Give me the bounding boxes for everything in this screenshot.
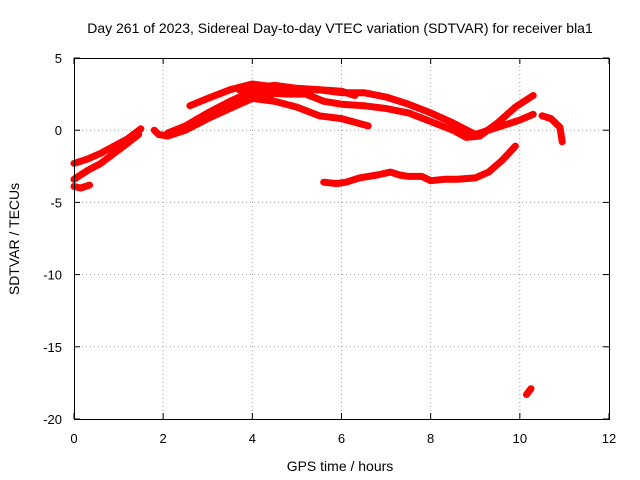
series-track-11 [523, 385, 535, 398]
series-track-9 [320, 142, 519, 188]
series-track-3 [70, 181, 94, 192]
x-tick-label: 6 [338, 431, 345, 446]
grid-layer [74, 58, 609, 419]
series-layer [70, 80, 566, 398]
y-tick-label: -10 [43, 268, 62, 283]
chart-title: Day 261 of 2023, Sidereal Day-to-day VTE… [87, 20, 593, 36]
y-tick-label: 0 [55, 123, 62, 138]
x-tick-label: 0 [70, 431, 77, 446]
y-tick-label: -20 [43, 412, 62, 427]
series-track-7 [235, 86, 537, 141]
tick-layer [73, 57, 610, 420]
y-tick-label: -5 [50, 195, 62, 210]
y-tick-label: 5 [55, 51, 62, 66]
x-tick-label: 4 [249, 431, 256, 446]
series-track-10 [538, 112, 566, 146]
y-axis-label: SDTVAR / TECUs [6, 183, 22, 295]
x-axis-label: GPS time / hours [287, 458, 394, 474]
tick-label-layer: 0 2 4 6 8 10 12 -20 -15 -10 -5 0 5 [43, 51, 616, 446]
series-track-8 [248, 81, 359, 99]
x-tick-label: 10 [513, 431, 527, 446]
series-track-2 [70, 131, 143, 183]
y-tick-label: -15 [43, 340, 62, 355]
x-tick-label: 2 [160, 431, 167, 446]
x-tick-label: 12 [602, 431, 616, 446]
x-tick-label: 8 [427, 431, 434, 446]
